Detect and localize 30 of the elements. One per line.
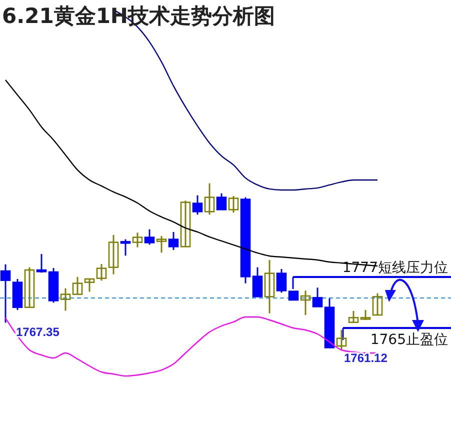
chart-title: 6.21黄金1H技术走势分析图 (2, 4, 275, 28)
candlestick (120, 238, 131, 256)
candlestick (276, 268, 287, 294)
candlestick (300, 290, 311, 316)
candlestick (216, 192, 227, 210)
candlestick (192, 194, 203, 216)
candlestick (24, 266, 35, 308)
candlestick (312, 286, 323, 308)
candlestick (132, 232, 143, 248)
candlestick (228, 195, 239, 214)
candlestick (36, 253, 47, 274)
candlestick (108, 234, 119, 276)
candlestick (60, 288, 71, 312)
candlestick (72, 276, 83, 296)
candlestick (348, 310, 359, 324)
candlestick (204, 182, 215, 216)
candlestick (252, 266, 263, 298)
candlestick (360, 309, 371, 321)
annotation: 1767.35 (16, 325, 60, 339)
candlestick (96, 263, 107, 282)
ref-line-label: 1765止盈位 (370, 332, 448, 348)
candlestick (156, 235, 167, 254)
candlestick (0, 264, 11, 324)
candlestick (84, 278, 95, 292)
candlestick (180, 200, 191, 248)
candlestick (372, 292, 383, 316)
candlestick (144, 228, 155, 246)
candlestick (264, 259, 275, 314)
text: 1761.12 (344, 351, 388, 365)
candlestick (168, 231, 179, 251)
